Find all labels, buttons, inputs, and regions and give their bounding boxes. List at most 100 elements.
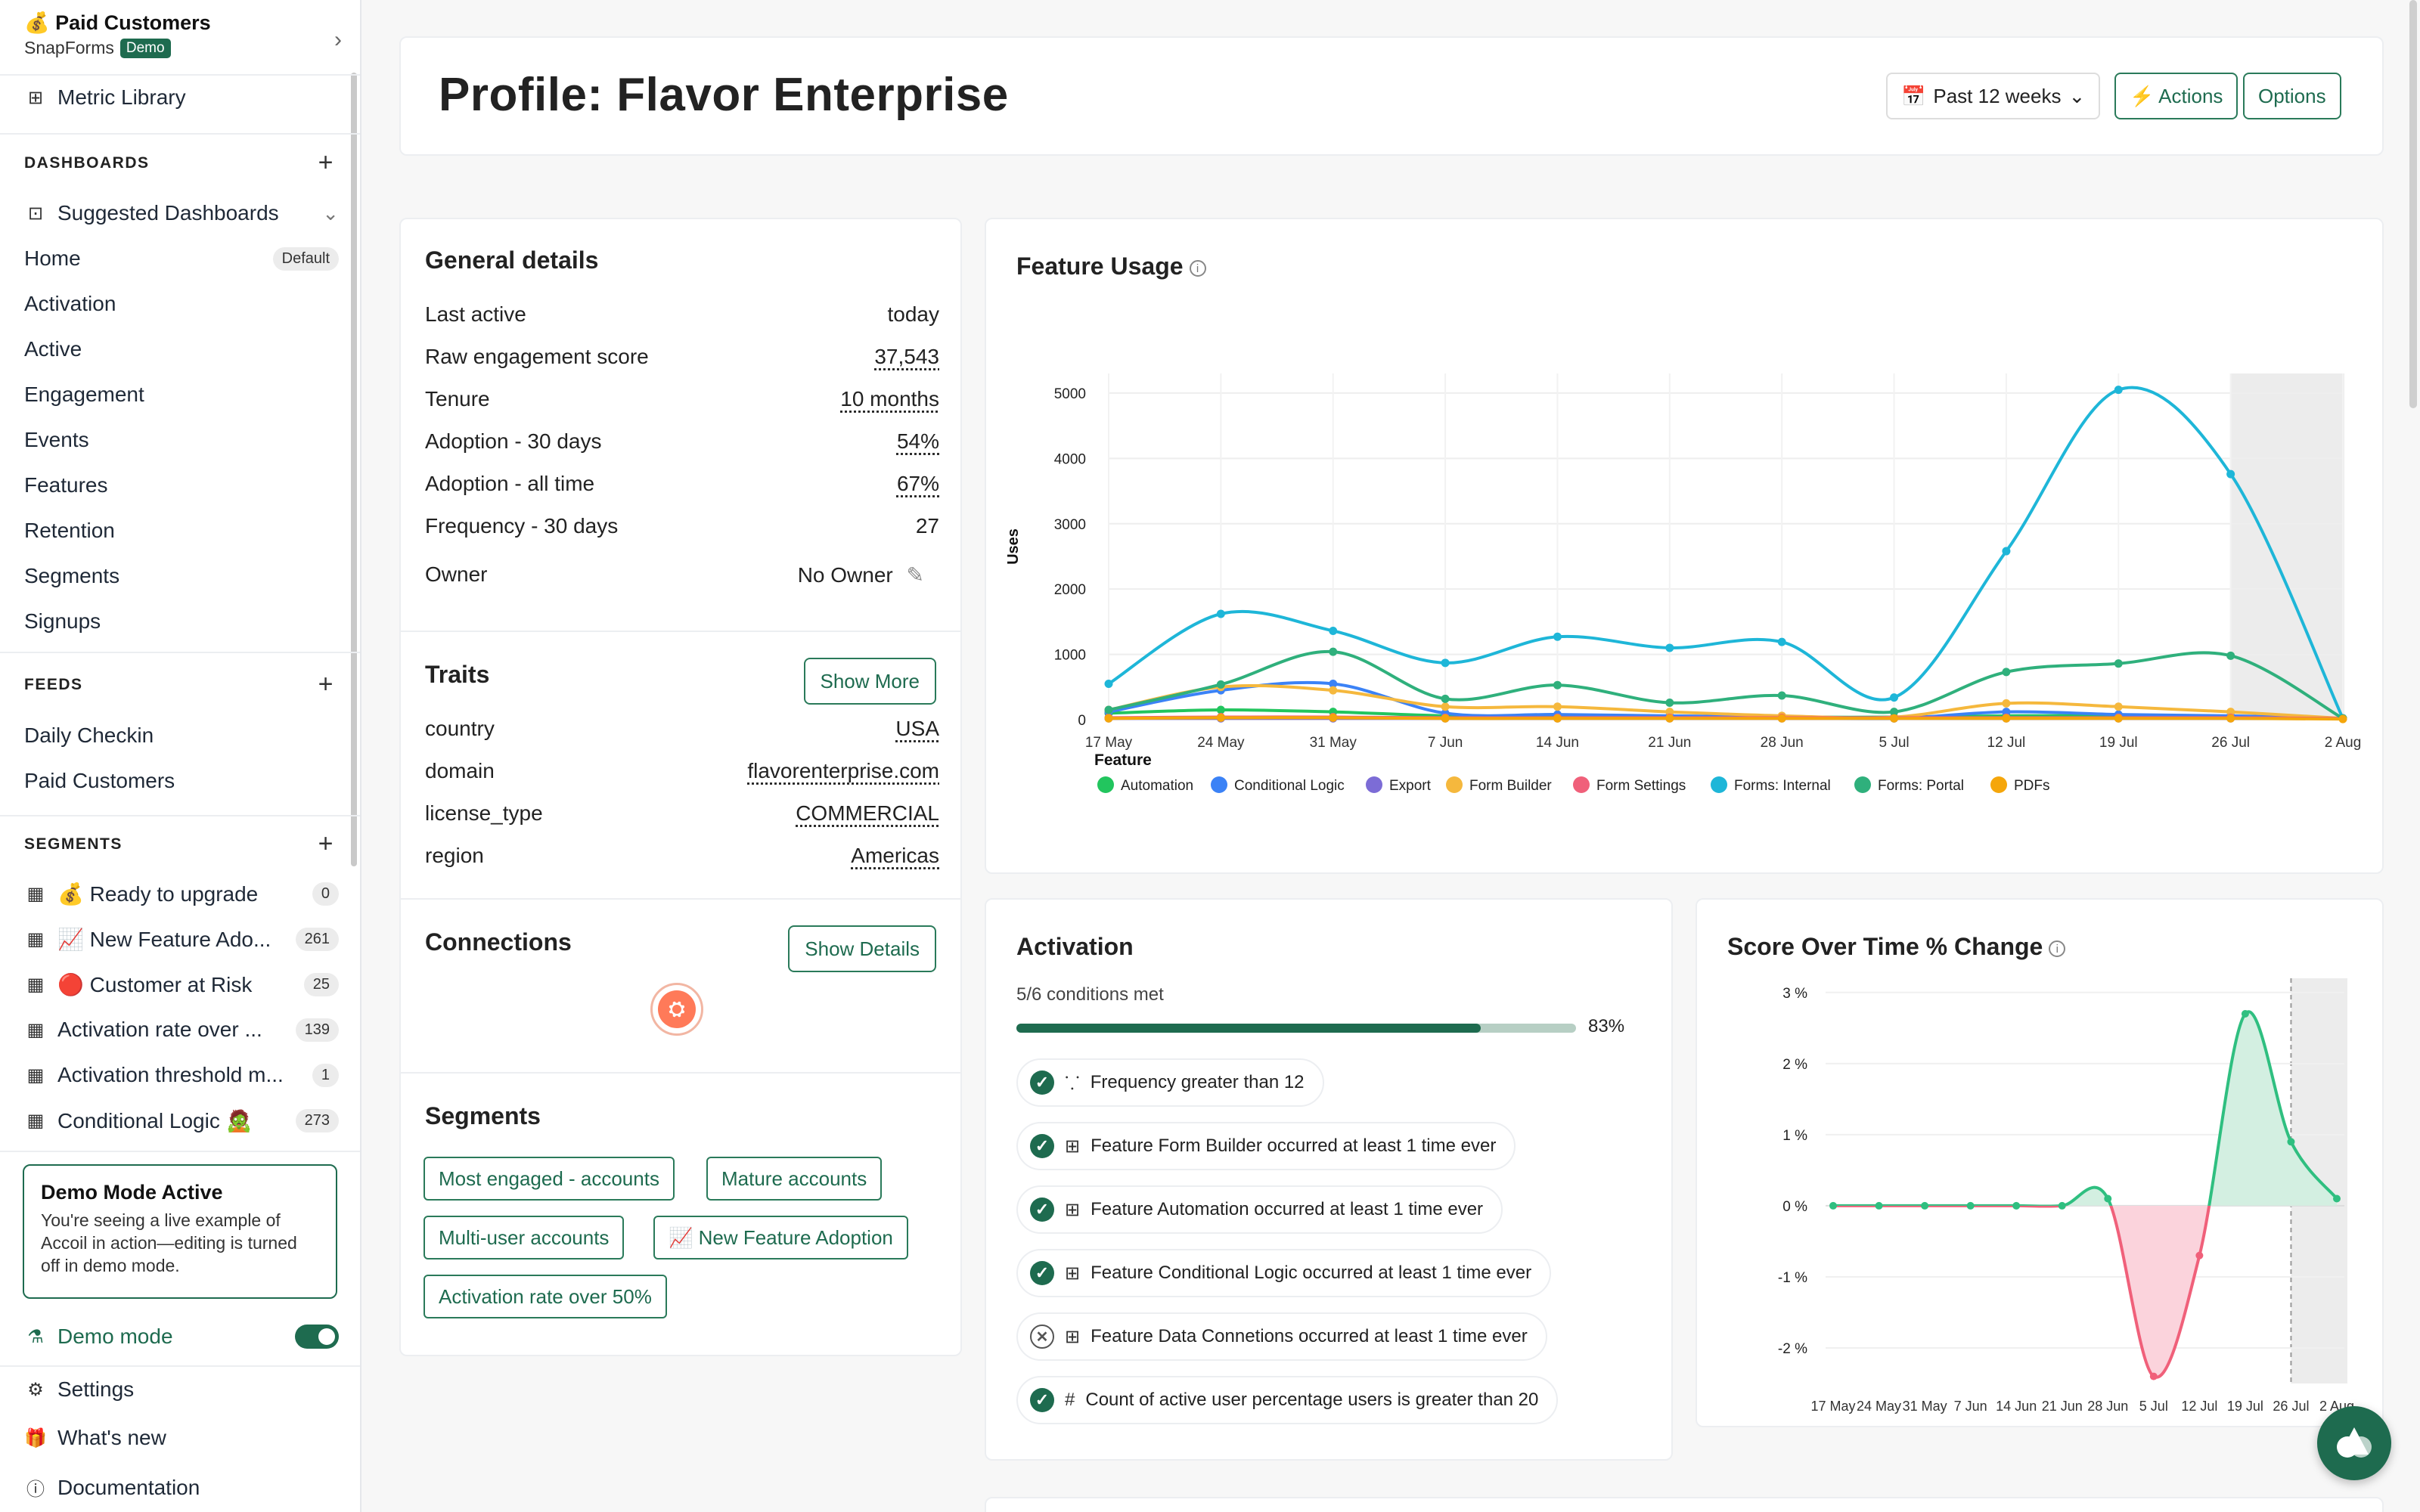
sidebar-item-dashboard[interactable]: Features (24, 473, 108, 497)
data-point (1553, 714, 1562, 723)
demo-mode-row: ⚗ Demo mode (24, 1325, 339, 1349)
legend-swatch (1446, 776, 1463, 793)
add-segment-icon[interactable]: + (318, 829, 334, 858)
data-point (2338, 714, 2347, 723)
help-icon: ⓘ (26, 1479, 45, 1500)
trait-row: country USA (425, 717, 939, 740)
chevron-right-icon[interactable]: › (334, 27, 342, 52)
sidebar-item-feed-0[interactable]: Daily Checkin (24, 723, 154, 747)
feeds-section: FEEDS + (24, 670, 334, 699)
date-range-select[interactable]: 📅 Past 12 weeks ⌄ (1886, 73, 2101, 119)
x-tick-label: 24 May (1197, 735, 1245, 751)
info-icon[interactable]: i (1189, 259, 1206, 277)
sidebar-item-feed-1[interactable]: Paid Customers (24, 769, 175, 792)
logo-icon (2337, 1427, 2372, 1458)
x-tick-label: 21 Jun (1648, 735, 1691, 751)
help-chat-button[interactable] (2317, 1406, 2391, 1480)
data-point (2104, 1194, 2112, 1203)
sidebar-item-dashboard[interactable]: Activation (24, 292, 116, 315)
detail-row: Frequency - 30 days 27 (425, 514, 939, 538)
data-point (1777, 714, 1786, 723)
y-tick-label: 4000 (1054, 451, 1086, 467)
data-point (1890, 714, 1899, 723)
add-dashboard-icon[interactable]: + (318, 148, 334, 177)
data-point (1216, 680, 1225, 689)
sidebar-item-segment[interactable]: ▦ 💰 Ready to upgrade 0 (24, 881, 339, 906)
activation-title: Activation (1016, 933, 1134, 960)
profile-header: Profile: Flavor Enterprise 📅 Past 12 week… (399, 36, 2384, 156)
check-icon: ✓ (1030, 1070, 1054, 1095)
segment-tag[interactable]: 📈 New Feature Adoption (653, 1216, 908, 1259)
segments-title: Segments (425, 1102, 541, 1129)
next-card (985, 1497, 2384, 1512)
legend-label: Automation (1121, 778, 1193, 794)
score-over-time-card: Score Over Time % Change i 3 % 2 % 1 % 0 % -1… (1696, 898, 2384, 1427)
data-point (2333, 1194, 2341, 1203)
data-point (1966, 1201, 1975, 1210)
segment-count: 261 (295, 928, 339, 951)
data-point (1329, 626, 1338, 635)
sidebar-scrollbar[interactable] (351, 73, 357, 866)
activation-card: Activation 5/6 conditions met 83% ✓ ⸪ Freq… (985, 898, 1673, 1461)
chevron-down-icon[interactable]: ⌄ (322, 201, 339, 225)
sidebar-item-dashboard[interactable]: Segments (24, 564, 120, 587)
x-tick-label: 5 Jul (2139, 1399, 2168, 1414)
sidebar-item-segment[interactable]: ▦ Activation threshold m... 1 (24, 1063, 339, 1087)
grid-icon: ⊞ (1065, 1263, 1081, 1284)
data-point (2226, 708, 2235, 717)
demo-badge: Demo (119, 38, 171, 58)
segment-tag[interactable]: Multi-user accounts (424, 1216, 625, 1259)
segment-tag[interactable]: Most engaged - accounts (424, 1157, 675, 1201)
page-scrollbar[interactable] (2409, 0, 2417, 408)
show-details-button[interactable]: Show Details (788, 925, 936, 972)
activation-percent: 83% (1588, 1016, 1625, 1036)
legend-swatch (1573, 776, 1590, 793)
data-point (2226, 469, 2235, 479)
detail-row: Adoption - 30 days 54% (425, 429, 939, 453)
sidebar-item-suggested[interactable]: ⊡ Suggested Dashboards ⌄ (24, 201, 339, 225)
sidebar-item-segment[interactable]: ▦ Activation rate over ... 139 (24, 1018, 339, 1042)
sidebar-item-dashboard[interactable]: Engagement (24, 383, 144, 406)
sidebar-item-segment[interactable]: ▦ 📈 New Feature Ado... 261 (24, 927, 339, 952)
segment-tag[interactable]: Mature accounts (706, 1157, 883, 1201)
data-point (2226, 714, 2235, 723)
sidebar-item-settings[interactable]: ⚙ Settings (24, 1377, 339, 1402)
actions-button[interactable]: ⚡ Actions (2114, 73, 2238, 119)
grid-icon: ⊞ (27, 87, 44, 108)
sidebar-item-segment[interactable]: ▦ 🔴 Customer at Risk 25 (24, 972, 339, 997)
sidebar-item-segment[interactable]: ▦ Conditional Logic 🧟 273 (24, 1108, 339, 1133)
y-tick-label: 2 % (1782, 1057, 1807, 1073)
activation-progress (1016, 1024, 1576, 1033)
sidebar-item-dashboard[interactable]: Home Default (24, 246, 339, 271)
x-tick-label: 12 Jul (1987, 735, 2026, 751)
add-feed-icon[interactable]: + (318, 670, 334, 699)
sidebar-item-dashboard[interactable]: Signups (24, 609, 101, 633)
x-tick-label: 7 Jun (1954, 1399, 1987, 1414)
calendar-icon: 📅 (1901, 84, 1926, 107)
default-pill: Default (272, 246, 339, 271)
sidebar-item-whats-new[interactable]: 🎁 What's new (24, 1426, 166, 1449)
page-title: Profile: Flavor Enterprise (439, 69, 1009, 121)
sidebar-item-dashboard[interactable]: Events (24, 428, 89, 451)
segment-tag[interactable]: Activation rate over 50% (424, 1275, 667, 1318)
edit-icon[interactable]: ✎ (906, 563, 924, 587)
sidebar-item-documentation[interactable]: ⓘ Documentation (24, 1474, 339, 1501)
trait-row: domain flavorenterprise.com (425, 759, 939, 782)
sidebar-item-dashboard[interactable]: Retention (24, 519, 115, 542)
data-point (1329, 686, 1338, 695)
x-tick-label: 7 Jun (1428, 735, 1463, 751)
show-more-button[interactable]: Show More (803, 658, 936, 705)
info-icon[interactable]: i (2049, 940, 2066, 957)
data-point (1829, 1201, 1837, 1210)
workspace-switcher[interactable]: 💰 Paid Customers SnapForms Demo › (24, 11, 342, 64)
activation-condition: ✕ ⊞ Feature Data Connetions occurred at le… (1016, 1312, 1547, 1361)
detail-row: Adoption - all time 67% (425, 472, 939, 495)
hubspot-icon[interactable]: ⛭ (650, 983, 703, 1036)
sidebar-item-metric-library[interactable]: ⊞ Metric Library (24, 85, 339, 110)
trait-row: license_type COMMERCIAL (425, 801, 939, 825)
options-button[interactable]: Options (2243, 73, 2341, 119)
gift-icon: 🎁 (24, 1427, 47, 1448)
sidebar-item-dashboard[interactable]: Active (24, 337, 82, 361)
demo-mode-toggle[interactable] (295, 1325, 339, 1349)
detail-row: Last active today (425, 302, 939, 326)
